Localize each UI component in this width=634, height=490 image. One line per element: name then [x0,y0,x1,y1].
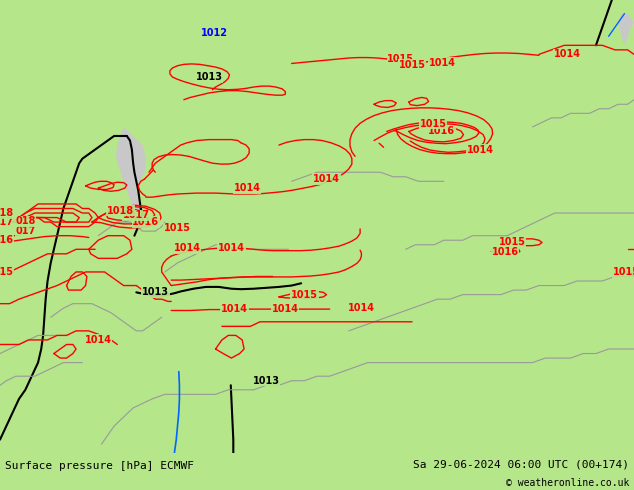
Text: 1016: 1016 [492,246,519,257]
Text: 1015: 1015 [613,267,634,277]
Text: 1013: 1013 [196,72,223,82]
Text: 1016: 1016 [133,217,159,227]
Text: 1015: 1015 [499,238,526,247]
Text: 1018: 1018 [0,208,13,218]
Text: 1016: 1016 [429,126,455,136]
Text: 1013: 1013 [142,287,169,297]
Text: 1015: 1015 [164,223,191,233]
Text: 1018: 1018 [107,206,134,216]
Text: 1015: 1015 [399,60,425,70]
Text: 1017: 1017 [123,210,150,221]
Text: Sa 29-06-2024 06:00 UTC (00+174): Sa 29-06-2024 06:00 UTC (00+174) [413,459,629,469]
Text: 1014: 1014 [348,303,375,313]
Text: 1012: 1012 [201,27,228,38]
Text: 1015: 1015 [291,290,318,299]
Text: 1017: 1017 [0,217,13,227]
Text: 1015: 1015 [0,267,13,277]
Text: 017: 017 [15,226,36,236]
Text: 1014: 1014 [85,335,112,345]
Text: 1014: 1014 [554,49,581,59]
Text: 1015: 1015 [420,119,446,129]
Text: 018: 018 [15,216,36,226]
Text: 1014: 1014 [221,304,248,314]
Text: 1014: 1014 [429,57,456,68]
Polygon shape [618,14,634,46]
Polygon shape [116,127,146,213]
Text: 1016: 1016 [0,235,13,245]
Text: © weatheronline.co.uk: © weatheronline.co.uk [505,478,629,488]
Text: 1014: 1014 [218,244,245,253]
Text: Surface pressure [hPa] ECMWF: Surface pressure [hPa] ECMWF [5,461,194,471]
Text: 1014: 1014 [313,174,340,184]
Text: 1014: 1014 [272,304,299,314]
Text: 1013: 1013 [253,376,280,386]
Text: 1014: 1014 [174,244,200,253]
Text: 1014: 1014 [234,183,261,193]
Text: 1015: 1015 [387,54,414,64]
Text: 1014: 1014 [467,145,494,154]
